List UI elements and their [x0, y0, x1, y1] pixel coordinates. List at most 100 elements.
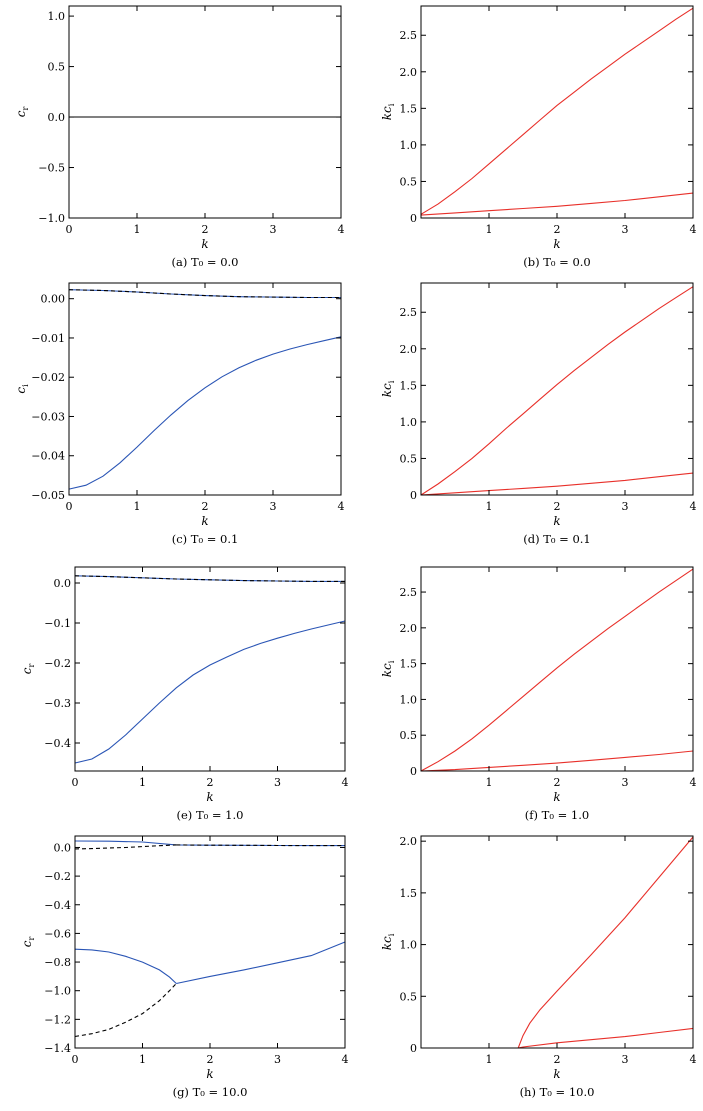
y-tick-label-6-3: −0.8: [44, 956, 71, 969]
y-axis-label-2: ci: [14, 384, 30, 394]
y-axis-label-sub-7: i: [387, 933, 396, 936]
series-line-4-0: [74, 575, 345, 582]
x-tick-label-5-3: 4: [690, 776, 697, 789]
y-axis-label-main-6: c: [20, 940, 34, 947]
y-tick-label-2-4: −0.01: [31, 332, 65, 345]
y-tick-label-0-0: −1.0: [38, 212, 65, 225]
y-axis-label-sub-1: i: [387, 103, 396, 106]
y-tick-label-6-1: −1.2: [44, 1013, 71, 1026]
y-tick-label-1-4: 2.0: [400, 66, 418, 79]
y-axis-label-main-7: kc: [380, 936, 394, 950]
series-line-5-1: [420, 750, 694, 772]
series-line-6-2: [176, 844, 345, 847]
y-tick-label-7-4: 2.0: [400, 835, 418, 848]
y-axis-label-1: kci: [380, 103, 396, 120]
y-tick-label-5-2: 1.0: [400, 693, 418, 706]
x-tick-label-0-2: 2: [202, 223, 209, 236]
x-tick-label-4-3: 3: [274, 776, 281, 789]
axes-frame-3: [420, 282, 694, 496]
y-tick-label-1-2: 1.0: [400, 139, 418, 152]
axes-frame-6: [74, 835, 346, 1049]
x-tick-label-3-3: 4: [690, 500, 697, 513]
y-tick-label-0-2: 0.0: [48, 111, 66, 124]
series-line-2-2: [68, 336, 342, 490]
series-line-6-0: [74, 840, 345, 847]
x-tick-label-2-4: 4: [338, 500, 345, 513]
axes-frame-0: [68, 5, 342, 219]
y-axis-label-3: kci: [380, 380, 396, 397]
y-tick-label-2-2: −0.03: [31, 410, 65, 423]
x-tick-label-3-1: 2: [554, 500, 561, 513]
x-tick-label-6-3: 3: [274, 1053, 281, 1066]
x-axis-label-6: k: [206, 1067, 213, 1081]
y-tick-label-6-7: 0.0: [54, 841, 72, 854]
y-axis-label-5: kci: [380, 660, 396, 677]
x-tick-label-4-0: 0: [72, 776, 79, 789]
y-axis-label-main-3: kc: [380, 383, 394, 397]
y-tick-label-6-5: −0.4: [44, 899, 71, 912]
axes-frame-4: [74, 566, 346, 772]
series-line-7-1: [518, 1027, 694, 1049]
x-tick-label-0-1: 1: [134, 223, 141, 236]
x-tick-label-2-2: 2: [202, 500, 209, 513]
series-line-4-1: [74, 575, 345, 582]
x-tick-label-4-4: 4: [342, 776, 349, 789]
y-tick-label-6-4: −0.6: [44, 927, 71, 940]
panel-0: 0 1 2 3 4 −1.0 −0.5 0.0 0.5 1.0 k cr (a) T₀ = 0.0: [14, 5, 345, 269]
y-axis-label-4: cr: [20, 664, 36, 675]
y-tick-label-0-1: −0.5: [38, 162, 65, 175]
x-tick-label-1-2: 3: [622, 223, 629, 236]
y-axis-label-main-1: kc: [380, 106, 394, 120]
x-tick-label-5-2: 3: [622, 776, 629, 789]
series-line-6-1: [74, 844, 177, 850]
y-tick-label-5-0: 0: [410, 765, 417, 778]
y-tick-label-7-1: 0.5: [400, 990, 418, 1003]
panel-7: 1 2 3 4 0 0.5 1.0 1.5 2.0 k kci (h) T₀ = 10.0: [380, 835, 697, 1099]
x-tick-label-7-1: 2: [554, 1053, 561, 1066]
x-tick-label-0-4: 4: [338, 223, 345, 236]
series-line-4-2: [74, 620, 346, 764]
x-tick-label-6-0: 0: [72, 1053, 79, 1066]
x-tick-label-1-3: 4: [690, 223, 697, 236]
x-axis-label-7: k: [553, 1067, 560, 1081]
x-tick-label-2-0: 0: [66, 500, 73, 513]
y-tick-label-6-2: −1.0: [44, 985, 71, 998]
series-line-6-5: [176, 941, 346, 985]
x-axis-label-3: k: [553, 514, 560, 528]
y-axis-label-main-5: kc: [380, 663, 394, 677]
x-tick-label-6-4: 4: [342, 1053, 349, 1066]
y-tick-label-7-3: 1.5: [400, 887, 418, 900]
x-axis-label-0: k: [201, 237, 208, 251]
y-tick-label-3-5: 2.5: [400, 306, 418, 319]
y-axis-label-sub-5: i: [387, 660, 396, 663]
series-line-1-0: [420, 7, 694, 215]
x-tick-label-1-0: 1: [486, 223, 493, 236]
y-axis-label-main-0: c: [14, 110, 28, 117]
y-tick-label-0-4: 1.0: [48, 10, 66, 23]
series-line-1-1: [420, 192, 694, 216]
y-tick-label-1-3: 1.5: [400, 102, 418, 115]
y-tick-label-6-0: −1.4: [44, 1042, 71, 1055]
panel-caption-4: (e) T₀ = 1.0: [177, 808, 244, 822]
y-tick-label-0-3: 0.5: [48, 61, 66, 74]
axes-frame-2: [68, 282, 342, 496]
y-tick-label-7-0: 0: [410, 1042, 417, 1055]
series-line-5-0: [420, 568, 694, 772]
x-axis-label-1: k: [553, 237, 560, 251]
y-tick-label-1-1: 0.5: [400, 175, 418, 188]
series-line-2-1: [68, 289, 341, 299]
y-axis-label-main-4: c: [20, 667, 34, 674]
panel-5: 1 2 3 4 0 0.5 1.0 1.5 2.0 2.5 k kci (f) T₀ = 1.0: [380, 566, 697, 822]
panel-3: 1 2 3 4 0 0.5 1.0 1.5 2.0 2.5 k kci (d) T₀ = 0.1: [380, 282, 697, 546]
y-tick-label-3-2: 1.0: [400, 416, 418, 429]
x-tick-label-1-1: 2: [554, 223, 561, 236]
panel-caption-5: (f) T₀ = 1.0: [525, 808, 589, 822]
x-tick-label-2-3: 3: [270, 500, 277, 513]
x-tick-label-4-2: 2: [207, 776, 214, 789]
panel-caption-7: (h) T₀ = 10.0: [520, 1085, 595, 1099]
series-line-3-1: [420, 472, 694, 496]
y-tick-label-3-0: 0: [410, 489, 417, 502]
y-tick-label-5-1: 0.5: [400, 729, 418, 742]
y-axis-label-main-2: c: [14, 387, 28, 394]
